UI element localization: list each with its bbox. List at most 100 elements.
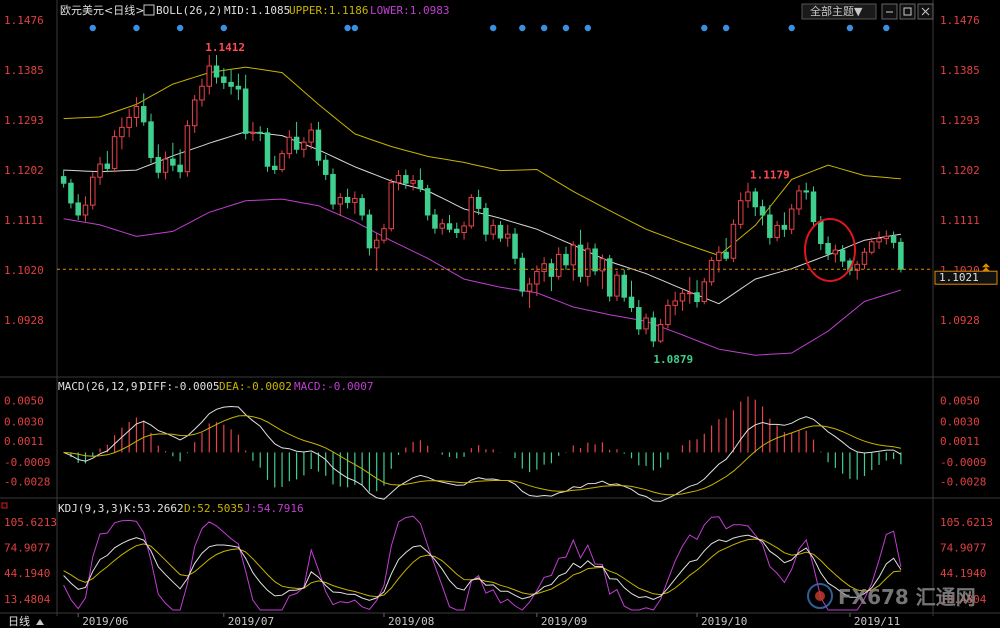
candle-body: [665, 304, 671, 326]
candle-body: [745, 191, 751, 202]
candle-body: [199, 85, 205, 101]
candle-body: [679, 292, 686, 302]
candle-body: [701, 281, 708, 303]
candle-body: [454, 228, 460, 234]
macd-grid: 0.0050 0.0050 0.0030 0.0030 0.0011 0.0011 -0.0…: [4, 394, 986, 488]
event-dot: [89, 24, 96, 32]
candle-body: [315, 129, 322, 161]
indicator-toggle-icon[interactable]: [143, 4, 155, 16]
y-tick-left-1: 1.1385: [4, 64, 44, 77]
maximize-button[interactable]: [899, 3, 916, 20]
candle-body: [636, 307, 642, 330]
candle-body: [796, 190, 802, 210]
candle-body: [170, 158, 176, 166]
candle-body: [621, 274, 627, 298]
annotation-high2: 1.1179: [750, 169, 790, 182]
candle-body: [417, 179, 424, 190]
bollinger-bands: [63, 66, 902, 356]
candle-body: [126, 116, 132, 128]
candle-body: [490, 224, 496, 235]
candle-body: [395, 175, 402, 184]
main-grid: 1.1476 1.1476 1.1385 1.1385 1.1293 1.1293 1.12…: [4, 14, 980, 327]
candle-body: [235, 85, 242, 90]
candle-body: [308, 129, 314, 143]
candle-body: [359, 198, 365, 216]
candle-body: [344, 196, 351, 203]
macd-diff: DIFF:-0.0005: [140, 380, 219, 393]
theme-dropdown[interactable]: 全部主题▼: [801, 3, 877, 20]
candle-body: [366, 214, 373, 249]
candle-body: [250, 131, 256, 134]
candle-body: [322, 159, 329, 175]
kdj-k-line: [63, 534, 902, 601]
candle-body: [534, 270, 540, 285]
macd-diff-line: [63, 405, 902, 502]
candle-body: [475, 196, 482, 209]
candle-body: [839, 249, 846, 262]
candlesticks: [60, 55, 904, 347]
candle-body: [890, 235, 897, 243]
kdj-tick-left-3: 13.4804: [4, 593, 51, 606]
event-markers: [89, 24, 890, 32]
y-tick-right-6: 1.0928: [940, 314, 980, 327]
kdj-tick-left-1: 74.9077: [4, 542, 50, 555]
candle-body: [446, 223, 453, 230]
event-dot: [220, 24, 228, 32]
y-tick-left-0: 1.1476: [4, 14, 44, 27]
x-axis: 2019/06 2019/07 2019/08 2019/09 2019/10 2019/…: [77, 613, 900, 628]
candle-body: [68, 182, 74, 204]
event-dot: [540, 24, 548, 32]
candle-body: [461, 225, 467, 234]
candle-body: [75, 202, 81, 216]
kdj-d-line: [63, 538, 901, 598]
candle-body: [570, 244, 577, 266]
candle-body: [854, 263, 860, 271]
candle-body: [650, 317, 657, 342]
candle-body: [810, 191, 817, 223]
x-tick-label-3: 2019/09: [541, 615, 587, 628]
period-up-icon[interactable]: [36, 619, 44, 625]
candle-body: [788, 208, 795, 230]
candle-body: [599, 258, 606, 272]
candle-body: [191, 99, 198, 127]
candle-body: [337, 196, 344, 205]
macd-title: MACD(26,12,9): [58, 380, 144, 393]
candle-body: [410, 179, 416, 184]
candle-body: [403, 175, 409, 184]
x-tick-label-0: 2019/06: [82, 615, 128, 628]
annotation-high: 1.1412: [205, 41, 245, 54]
candle-body: [781, 224, 788, 230]
macd-tick-right-0: 0.0050: [940, 394, 980, 407]
candle-body: [373, 239, 380, 249]
macd-dea: DEA:-0.0002: [219, 380, 292, 393]
candle-body: [352, 198, 358, 203]
watermark: FX678 汇通网: [807, 583, 976, 609]
candle-body: [104, 163, 111, 169]
candle-body: [213, 65, 220, 78]
candle-body: [140, 106, 147, 123]
candle-body: [686, 292, 693, 295]
candle-body: [148, 121, 154, 158]
x-tick-label-1: 2019/07: [228, 615, 274, 628]
candle-body: [861, 251, 868, 265]
candle-body: [737, 200, 744, 225]
macd-tick-left-4: -0.0028: [4, 476, 50, 489]
event-dot: [133, 24, 140, 32]
kdj-settings-icon[interactable]: [1, 502, 8, 509]
candle-body: [119, 126, 125, 138]
y-tick-left-3: 1.1202: [4, 164, 44, 177]
y-tick-right-0: 1.1476: [940, 14, 980, 27]
watermark-logo-icon: [807, 583, 833, 609]
y-tick-right-1: 1.1385: [940, 64, 980, 77]
kdj-j: J:54.7916: [244, 502, 304, 515]
candle-body: [825, 242, 831, 255]
boll-upper-line: [63, 66, 901, 257]
last-price-label: 1.1021: [939, 271, 979, 284]
window-buttons: [881, 3, 934, 20]
candle-body: [60, 176, 67, 184]
chart-title: 欧元美元<日线>: [60, 3, 144, 17]
candle-body: [577, 244, 584, 277]
candle-body: [672, 300, 678, 306]
x-tick-label-2: 2019/08: [388, 615, 434, 628]
candle-body: [883, 235, 890, 240]
